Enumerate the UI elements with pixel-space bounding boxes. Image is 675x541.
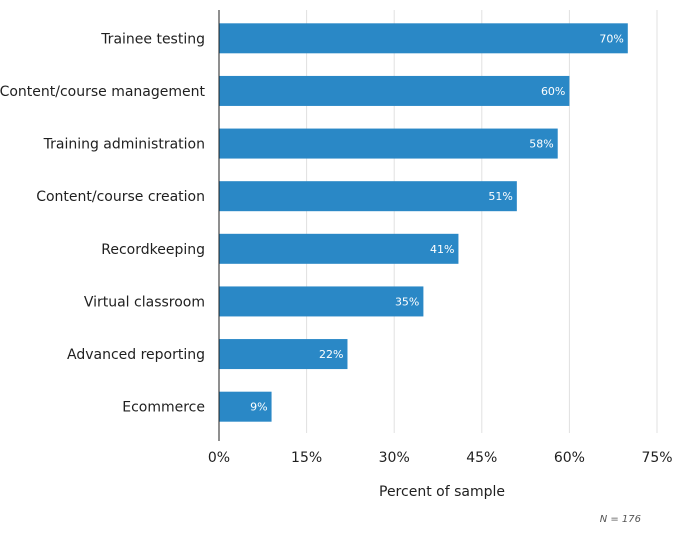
category-label: Ecommerce bbox=[122, 400, 205, 416]
bar bbox=[219, 128, 558, 159]
category-label: Content/course management bbox=[0, 84, 206, 100]
x-tick-label: 60% bbox=[554, 450, 585, 466]
x-axis-ticks: 0% 15% 30% 45% 60% 75% bbox=[208, 450, 673, 466]
data-label: 35% bbox=[395, 295, 419, 308]
bar bbox=[219, 286, 424, 317]
data-label: 58% bbox=[529, 138, 553, 151]
data-label: 41% bbox=[430, 243, 454, 256]
data-label: 22% bbox=[319, 348, 343, 361]
bar bbox=[219, 391, 272, 422]
sample-size-note: N = 176 bbox=[600, 514, 641, 525]
category-label: Advanced reporting bbox=[67, 347, 205, 363]
data-label: 9% bbox=[250, 401, 267, 414]
category-labels: Trainee testing Content/course management… bbox=[0, 31, 206, 415]
bar bbox=[219, 339, 348, 370]
x-tick-label: 75% bbox=[641, 450, 672, 466]
x-tick-label: 30% bbox=[379, 450, 410, 466]
category-label: Trainee testing bbox=[100, 31, 205, 47]
bar bbox=[219, 233, 459, 264]
gridlines bbox=[306, 10, 658, 433]
category-label: Virtual classroom bbox=[84, 294, 205, 310]
x-axis-title: Percent of sample bbox=[379, 484, 505, 500]
category-label: Recordkeeping bbox=[101, 242, 205, 258]
data-labels: 70% 60% 58% 51% 41% 35% 22% 9% bbox=[250, 32, 624, 413]
category-label: Training administration bbox=[43, 137, 205, 153]
bar bbox=[219, 181, 517, 212]
x-tick-label: 15% bbox=[291, 450, 322, 466]
bar bbox=[219, 23, 628, 54]
bars bbox=[219, 23, 628, 422]
bar bbox=[219, 75, 570, 106]
category-label: Content/course creation bbox=[36, 189, 205, 205]
x-tick-label: 45% bbox=[466, 450, 497, 466]
data-label: 70% bbox=[599, 32, 623, 45]
data-label: 51% bbox=[488, 190, 512, 203]
x-tick-label: 0% bbox=[208, 450, 230, 466]
data-label: 60% bbox=[541, 85, 565, 98]
